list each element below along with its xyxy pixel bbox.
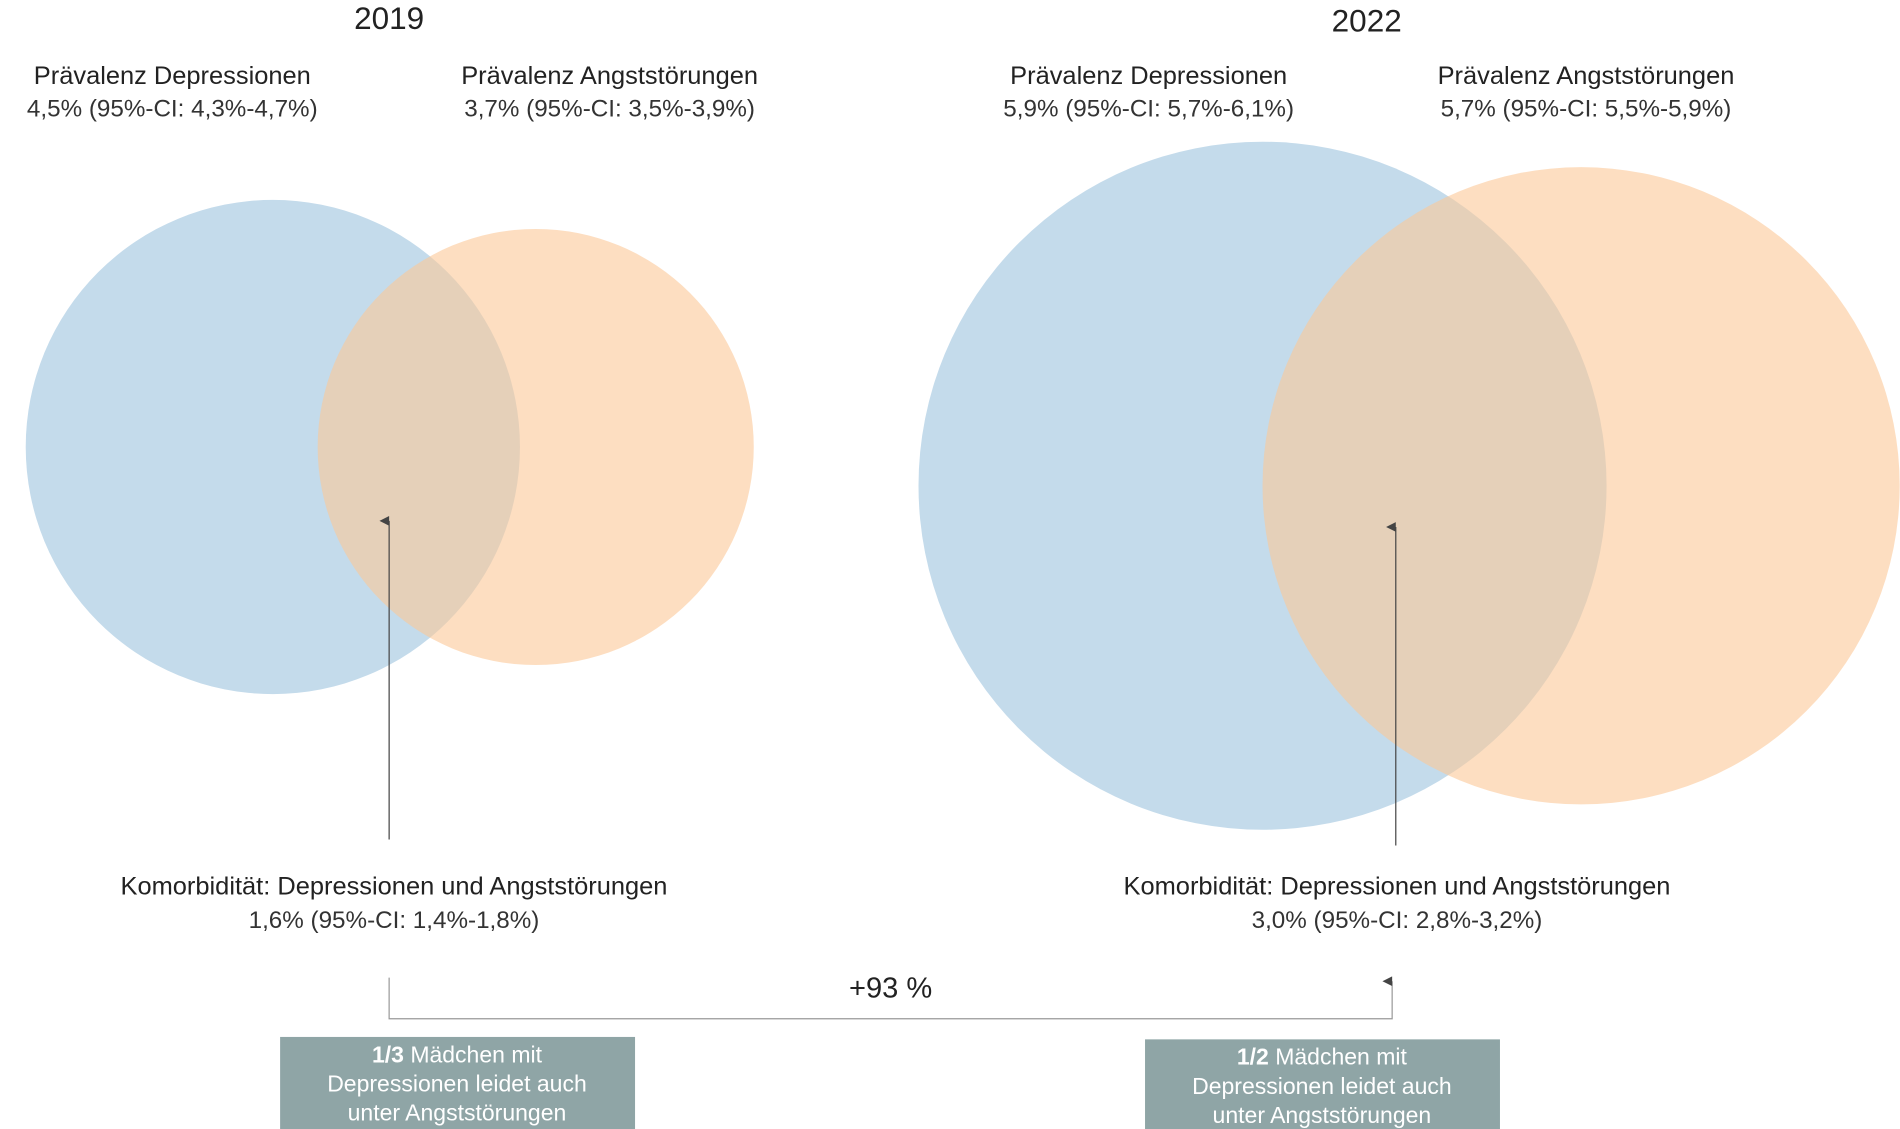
circle-anxiety xyxy=(317,228,754,666)
label: Prävalenz Angststörungen xyxy=(1438,62,1735,90)
value: 3,0% (95%-CI: 2,8%-3,2%) xyxy=(1252,907,1543,934)
note-fraction: 1/2 xyxy=(1237,1044,1269,1070)
circle-anxiety xyxy=(1262,167,1900,805)
note-line: unter Angststörungen xyxy=(1213,1102,1432,1128)
label: Prävalenz Depressionen xyxy=(34,62,311,90)
note: 1/2 Mädchen mit xyxy=(1237,1044,1408,1070)
note-box xyxy=(280,1036,636,1129)
note-line: unter Angststörungen xyxy=(348,1100,567,1126)
note-fraction: 1/3 xyxy=(372,1041,404,1067)
change-label: +93 % xyxy=(849,972,932,1004)
label: Prävalenz Angststörungen xyxy=(461,62,758,90)
label: Komorbidität: Depressionen und Angststör… xyxy=(121,873,668,901)
note-line: Depressionen leidet auch xyxy=(327,1070,587,1096)
note-line: Mädchen mit xyxy=(1269,1044,1408,1070)
value: 3,7% (95%-CI: 3,5%-3,9%) xyxy=(464,96,755,123)
label: Komorbidität: Depressionen und Angststör… xyxy=(1124,873,1671,901)
change-bracket xyxy=(388,976,1393,1020)
year: 2019 xyxy=(354,0,424,36)
note-box xyxy=(1145,1039,1500,1129)
value: 1,6% (95%-CI: 1,4%-1,8%) xyxy=(249,907,540,934)
note-line: Mädchen mit xyxy=(404,1041,543,1067)
value: 5,7% (95%-CI: 5,5%-5,9%) xyxy=(1441,96,1732,123)
note-line: Depressionen leidet auch xyxy=(1192,1073,1452,1099)
year: 2022 xyxy=(1332,2,1402,38)
note: 1/3 Mädchen mit xyxy=(372,1041,543,1067)
value: 4,5% (95%-CI: 4,3%-4,7%) xyxy=(27,96,318,123)
value: 5,9% (95%-CI: 5,7%-6,1%) xyxy=(1003,96,1294,123)
label: Prävalenz Depressionen xyxy=(1010,62,1287,90)
